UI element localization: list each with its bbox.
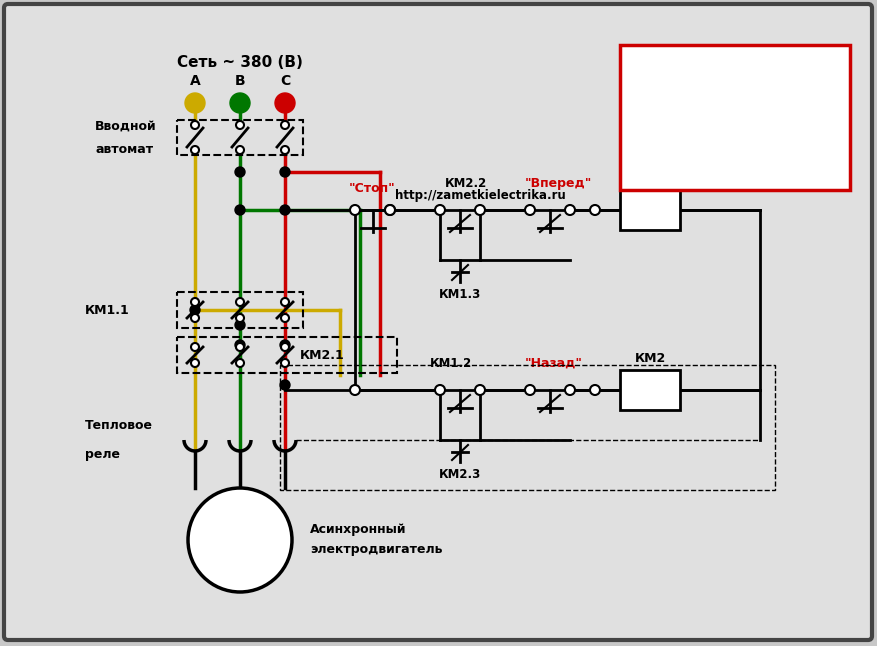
Circle shape (235, 320, 245, 330)
Bar (620, 370, 680, 410)
Text: С: С (280, 74, 290, 88)
Text: КМ1: КМ1 (634, 172, 666, 185)
Text: КМ1.1: КМ1.1 (85, 304, 130, 317)
Text: Асинхронный: Асинхронный (310, 523, 407, 536)
Circle shape (385, 205, 395, 215)
Text: КМ2.3: КМ2.3 (438, 468, 481, 481)
Text: http://zametkielectrika.ru: http://zametkielectrika.ru (395, 189, 566, 202)
Circle shape (280, 340, 290, 350)
Circle shape (235, 167, 245, 177)
Circle shape (525, 385, 535, 395)
Circle shape (280, 167, 290, 177)
Text: "Назад": "Назад" (525, 357, 583, 370)
Circle shape (281, 146, 289, 154)
Circle shape (188, 488, 292, 592)
Circle shape (565, 385, 575, 395)
Circle shape (475, 385, 485, 395)
Circle shape (235, 205, 245, 215)
Text: реле: реле (85, 448, 120, 461)
Circle shape (191, 146, 199, 154)
Text: В: В (235, 74, 246, 88)
Circle shape (281, 298, 289, 306)
Circle shape (236, 121, 244, 129)
Text: номиналом на: номиналом на (630, 137, 744, 151)
Bar (620, 190, 680, 230)
FancyBboxPatch shape (4, 4, 872, 640)
Circle shape (236, 314, 244, 322)
Circle shape (435, 385, 445, 395)
Circle shape (350, 385, 360, 395)
Circle shape (475, 205, 485, 215)
Circle shape (281, 314, 289, 322)
Text: Сеть ~ 380 (В): Сеть ~ 380 (В) (177, 55, 303, 70)
Circle shape (191, 343, 199, 351)
Text: КМ1 и КМ2 с: КМ1 и КМ2 с (630, 113, 732, 127)
Text: Вводной: Вводной (95, 120, 157, 132)
Circle shape (185, 93, 205, 113)
Circle shape (280, 205, 290, 215)
Circle shape (525, 205, 535, 215)
Circle shape (230, 93, 250, 113)
Bar (620, 45, 850, 190)
Circle shape (235, 340, 245, 350)
Text: автомат: автомат (95, 143, 153, 156)
Circle shape (191, 314, 199, 322)
Circle shape (191, 298, 199, 306)
Circle shape (236, 359, 244, 367)
Circle shape (281, 343, 289, 351)
Text: Тепловое: Тепловое (85, 419, 153, 432)
Circle shape (590, 205, 600, 215)
Text: "Вперед": "Вперед" (525, 177, 592, 190)
Circle shape (280, 380, 290, 390)
Circle shape (385, 205, 395, 215)
Circle shape (236, 146, 244, 154)
Text: КМ1.2: КМ1.2 (430, 357, 472, 370)
Circle shape (435, 205, 445, 215)
Circle shape (236, 343, 244, 351)
Circle shape (590, 385, 600, 395)
Circle shape (275, 93, 295, 113)
Circle shape (281, 121, 289, 129)
Text: КМ2.1: КМ2.1 (300, 348, 345, 362)
Text: КМ2.2: КМ2.2 (445, 177, 488, 190)
Circle shape (236, 298, 244, 306)
Circle shape (350, 205, 360, 215)
Circle shape (565, 205, 575, 215)
Text: А: А (189, 74, 200, 88)
Circle shape (191, 359, 199, 367)
Circle shape (191, 121, 199, 129)
Circle shape (190, 305, 200, 315)
Text: контакторов: контакторов (630, 89, 731, 103)
Circle shape (281, 359, 289, 367)
Text: "Стоп": "Стоп" (349, 182, 396, 195)
Text: 380(В): 380(В) (630, 161, 682, 175)
Text: КМ1.3: КМ1.3 (438, 288, 481, 301)
Text: Катушки: Катушки (630, 65, 702, 79)
Text: КМ2: КМ2 (634, 352, 666, 365)
Text: электродвигатель: электродвигатель (310, 543, 443, 556)
